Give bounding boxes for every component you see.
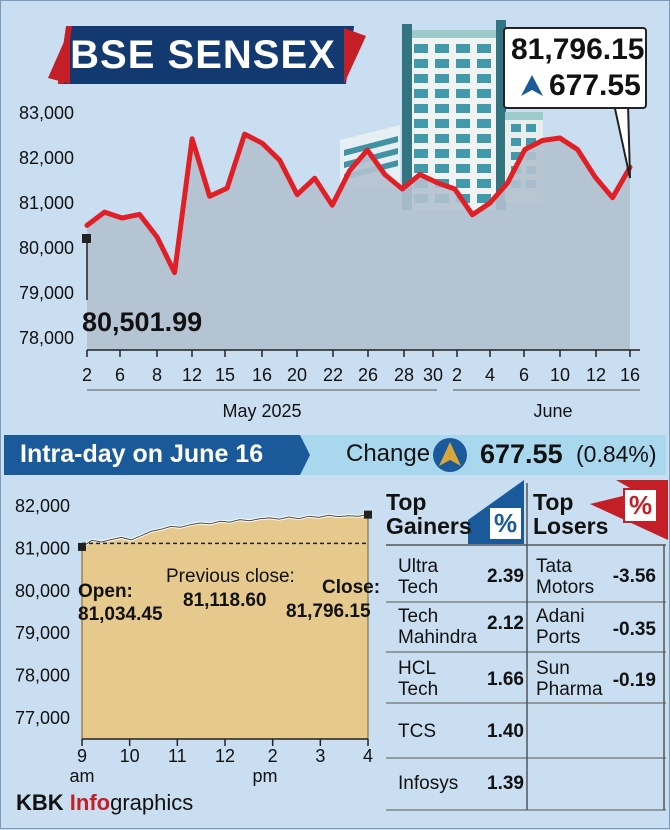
x-tick-label: 12: [182, 365, 202, 385]
x-tick-label: 6: [519, 365, 529, 385]
x-tick-label: 26: [358, 365, 378, 385]
intraday-heading: Intra-day on June 16: [20, 440, 264, 468]
gainer-value: 1.39: [487, 773, 524, 794]
gainer-value: 2.12: [487, 613, 524, 634]
x-tick-label: 16: [620, 365, 640, 385]
title-ribbon-right: [344, 28, 366, 84]
close-marker: [364, 510, 372, 519]
x-tick-label: 16: [252, 365, 272, 385]
y-tick-label: 83,000: [19, 103, 74, 123]
intraday-y-tick-label: 81,000: [15, 538, 70, 558]
previous-close-value: 81,118.60: [183, 590, 267, 611]
change-value: 677.55: [549, 69, 641, 102]
loser-name: Adani Ports: [536, 606, 585, 648]
gainer-name: TCS: [398, 721, 436, 742]
intraday-change-value: 677.55: [480, 439, 563, 469]
gainers-heading-2: Gainers: [386, 513, 472, 539]
intraday-line-edge: [81, 514, 369, 548]
x-tick-label: 6: [115, 365, 125, 385]
y-tick-label: 82,000: [19, 148, 74, 168]
x-tick-label: 30: [423, 365, 443, 385]
intraday-section-bar: [4, 435, 666, 475]
losers-heading-2: Losers: [533, 513, 609, 539]
title-ribbon-left: [48, 28, 70, 84]
previous-close-label: Previous close:: [166, 566, 295, 587]
gainers-percent-badge: %: [488, 506, 524, 541]
x-tick-label: 20: [287, 365, 307, 385]
x-tick-label: 2: [452, 365, 462, 385]
intraday-x-tick-label: 4: [363, 746, 373, 766]
open-label: Open:: [78, 581, 133, 602]
loser-name: Tata Motors: [536, 556, 595, 598]
sensex-area-fill: [87, 134, 630, 350]
gainer-value: 1.66: [487, 669, 524, 690]
y-tick-label: 80,000: [19, 238, 74, 258]
x-tick-label: 8: [152, 365, 162, 385]
intraday-x-tick-label: 10: [120, 746, 140, 766]
x-tick-label: 22: [323, 365, 343, 385]
y-tick-label: 79,000: [19, 283, 74, 303]
losers-heading-1: Top: [533, 489, 574, 515]
intraday-x-tick-label: 12: [215, 746, 235, 766]
start-point-marker: [82, 234, 91, 243]
close-value: 81,796.15: [511, 33, 645, 66]
intraday-y-tick-label: 82,000: [15, 496, 70, 516]
loser-value: -0.19: [612, 670, 656, 691]
sensex-line: [84, 131, 633, 276]
losers-percent-badge: %: [623, 488, 659, 523]
intraday-x-tick-label: 2: [268, 746, 278, 766]
chart-title: BSE SENSEX: [70, 33, 336, 77]
close-value-intraday: 81,796.15: [286, 601, 371, 622]
intraday-x-tick-label: 11: [168, 746, 187, 766]
x-group-may: May 2025: [222, 401, 301, 421]
x-tick-label: 10: [550, 365, 570, 385]
loser-value: -0.35: [612, 619, 656, 640]
gainer-name: Tech Mahindra: [398, 606, 478, 648]
y-tick-label: 81,000: [19, 193, 74, 213]
intraday-y-tick-label: 79,000: [15, 623, 70, 643]
start-value-label: 80,501.99: [82, 307, 202, 337]
open-marker: [78, 542, 86, 551]
gold-up-arrow-icon: [433, 438, 467, 472]
x-group-june: June: [533, 401, 572, 421]
close-label: Close:: [322, 577, 381, 598]
x-tick-label: 15: [215, 365, 235, 385]
up-arrow-icon: [521, 75, 543, 96]
change-label: Change: [346, 440, 431, 467]
close-callout: 81,796.15 677.55: [503, 27, 647, 109]
loser-name: Sun Pharma: [536, 658, 603, 700]
y-tick-label: 78,000: [19, 328, 74, 348]
intraday-y-tick-label: 78,000: [15, 666, 70, 686]
gainer-value: 1.40: [487, 721, 524, 742]
intraday-x-tick-label: 3: [315, 746, 325, 766]
loser-value: -3.56: [612, 566, 656, 587]
gainers-heading-1: Top: [386, 489, 427, 515]
intraday-chart: 82,000 81,000 80,000 79,000 78,000 77,000 9 10…: [15, 496, 373, 786]
intraday-change-pct: (0.84%): [576, 441, 657, 467]
brand-footer: KBK Infographics: [16, 790, 193, 816]
brand-graphics: graphics: [110, 790, 194, 815]
open-value: 81,034.45: [78, 604, 163, 625]
x-tick-label: 2: [82, 365, 92, 385]
intraday-area-fill: [81, 514, 369, 740]
x-tick-label: 28: [394, 365, 414, 385]
x-tick-label: 12: [586, 365, 606, 385]
intraday-y-tick-label: 80,000: [15, 581, 70, 601]
gainer-name: HCL Tech: [398, 658, 439, 700]
gainer-value: 2.39: [487, 566, 524, 587]
pm-label: pm: [252, 766, 277, 786]
callout-pointer: [612, 103, 631, 179]
intraday-y-tick-label: 77,000: [15, 708, 70, 728]
brand-kbk: KBK: [16, 790, 70, 815]
intraday-x-tick-label: 9: [77, 746, 87, 766]
x-tick-label: 4: [485, 365, 495, 385]
brand-info: Info: [69, 790, 111, 815]
gainer-name: Ultra Tech: [398, 556, 439, 598]
gainer-name: Infosys: [398, 773, 459, 794]
am-label: am: [69, 766, 94, 786]
